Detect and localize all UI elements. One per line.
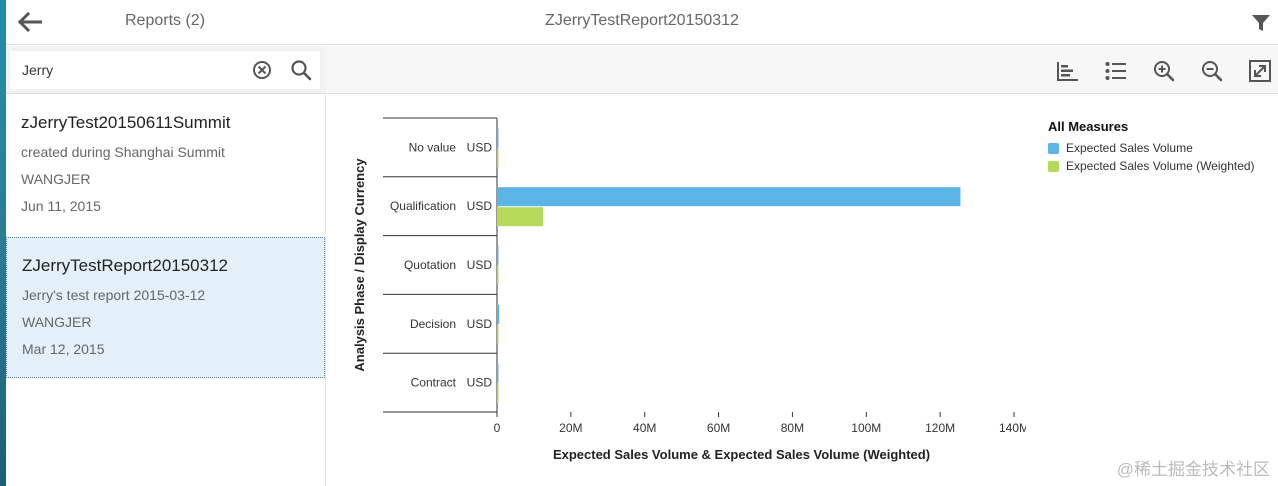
legend-item-expected-sales-volume[interactable]: Expected Sales Volume <box>1048 139 1255 157</box>
currency-label: USD <box>467 258 493 272</box>
search-bar <box>6 46 326 94</box>
report-owner: WANGJER <box>22 314 92 330</box>
app-accent-bar <box>0 0 6 486</box>
x-tick-label: 20M <box>559 421 582 435</box>
arrow-left-icon <box>18 12 42 32</box>
report-title: zJerryTest20150611Summit <box>21 113 231 132</box>
filter-icon <box>1252 15 1270 31</box>
bar-expected-sales-volume-weighted <box>497 148 499 168</box>
legend-label: Expected Sales Volume (Weighted) <box>1066 159 1255 173</box>
report-list: zJerryTest20150611Summit created during … <box>6 95 326 486</box>
search-button[interactable] <box>290 59 312 81</box>
bar-expected-sales-volume <box>497 304 500 324</box>
bar-expected-sales-volume-weighted <box>497 383 499 403</box>
fullscreen-button[interactable] <box>1247 58 1273 84</box>
table-view-button[interactable] <box>1103 58 1129 84</box>
header-bar: Reports (2) ZJerryTestReport20150312 <box>6 0 1278 45</box>
bar-expected-sales-volume <box>497 187 961 207</box>
zoom-in-button[interactable] <box>1151 58 1177 84</box>
zoom-out-button[interactable] <box>1199 58 1225 84</box>
search-icon <box>291 60 312 81</box>
filter-button[interactable] <box>1250 12 1272 34</box>
bar-chart: Analysis Phase / Display Currency No valu… <box>352 117 1026 462</box>
reports-count-title: Reports (2) <box>125 12 206 29</box>
fullscreen-icon <box>1249 60 1271 82</box>
report-description: Jerry's test report 2015-03-12 <box>22 287 206 303</box>
legend-swatch <box>1048 160 1059 172</box>
report-owner: WANGJER <box>21 171 91 187</box>
x-tick-label: 0 <box>494 421 501 435</box>
x-tick-label: 140M <box>999 421 1026 435</box>
bar-expected-sales-volume-weighted <box>497 324 499 344</box>
legend-swatch <box>1048 142 1059 154</box>
zoom-out-icon <box>1202 61 1223 82</box>
watermark: @稀土掘金技术社区 <box>1116 460 1270 479</box>
chart-view-button[interactable] <box>1055 58 1081 84</box>
bar-expected-sales-volume <box>497 363 499 383</box>
category-label: Contract <box>411 376 457 390</box>
y-axis-title: Analysis Phase / Display Currency <box>352 158 367 372</box>
report-description: created during Shanghai Summit <box>21 144 225 160</box>
x-axis-title: Expected Sales Volume & Expected Sales V… <box>553 447 930 462</box>
currency-label: USD <box>467 140 493 154</box>
report-date: Mar 12, 2015 <box>22 341 105 357</box>
currency-label: USD <box>467 199 493 213</box>
category-label: Decision <box>410 317 456 331</box>
legend-label: Expected Sales Volume <box>1066 141 1193 155</box>
legend-title: All Measures <box>1048 119 1129 134</box>
bar-expected-sales-volume <box>497 128 499 148</box>
chart-area: Analysis Phase / Display Currency No valu… <box>326 95 1278 486</box>
bar-chart-icon <box>1057 62 1078 81</box>
search-box <box>10 51 320 89</box>
zoom-in-icon <box>1154 61 1175 82</box>
bar-expected-sales-volume-weighted <box>497 207 544 227</box>
report-list-item[interactable]: zJerryTest20150611Summit created during … <box>6 95 325 236</box>
report-date: Jun 11, 2015 <box>21 198 101 214</box>
back-button[interactable] <box>16 9 44 35</box>
chart-toolbar <box>326 46 1278 94</box>
legend-item-expected-sales-volume-weighted[interactable]: Expected Sales Volume (Weighted) <box>1048 157 1255 175</box>
category-label: Qualification <box>390 199 456 213</box>
category-label: No value <box>409 140 457 154</box>
report-list-item-selected[interactable]: ZJerryTestReport20150312 Jerry's test re… <box>6 237 325 378</box>
x-tick-label: 60M <box>707 421 730 435</box>
bar-expected-sales-volume-weighted <box>497 266 499 285</box>
currency-label: USD <box>467 317 493 331</box>
currency-label: USD <box>467 376 493 390</box>
search-input[interactable] <box>22 60 242 80</box>
clear-icon <box>253 61 271 79</box>
category-label: Quotation <box>404 258 456 272</box>
clear-search-button[interactable] <box>252 60 272 80</box>
x-tick-label: 120M <box>925 421 955 435</box>
x-tick-label: 100M <box>851 421 881 435</box>
x-tick-label: 80M <box>781 421 804 435</box>
chart-legend: All Measures Expected Sales Volume Expec… <box>1048 119 1255 175</box>
bar-expected-sales-volume <box>497 246 499 265</box>
x-tick-label: 40M <box>633 421 656 435</box>
report-title: ZJerryTestReport20150312 <box>22 256 229 275</box>
list-icon <box>1105 62 1126 80</box>
